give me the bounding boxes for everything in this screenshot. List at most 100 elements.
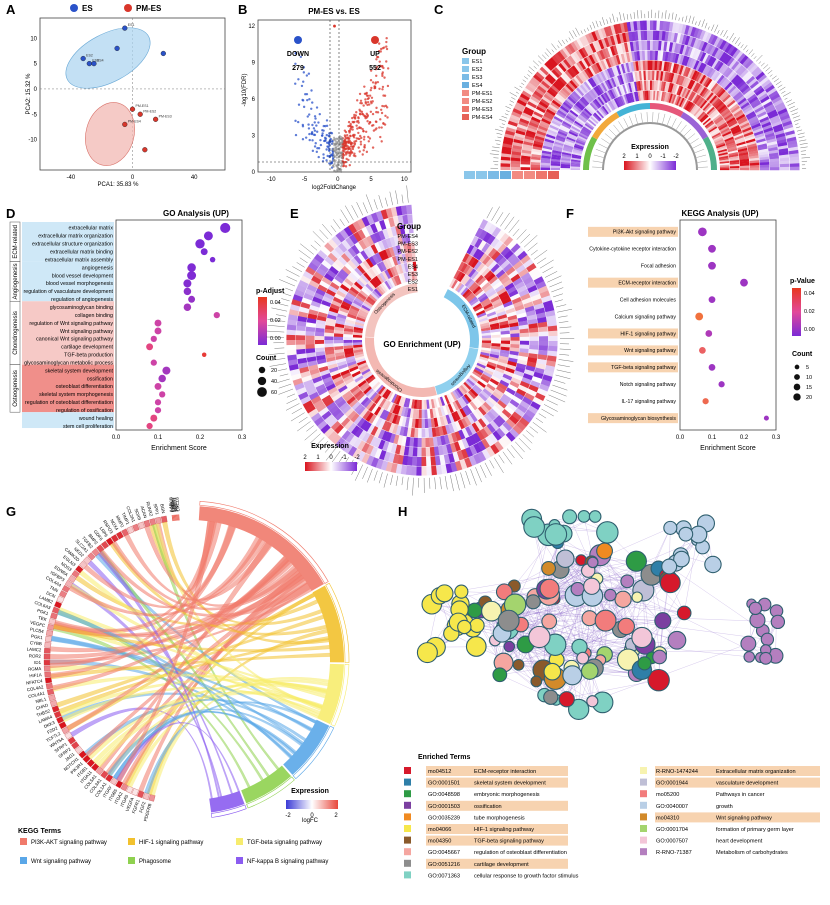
e-heat-cell bbox=[495, 385, 506, 394]
e-heat-cell bbox=[503, 249, 514, 260]
c-heat-cell bbox=[754, 106, 765, 114]
e-heat-cell bbox=[439, 416, 445, 426]
e-heat-cell bbox=[305, 339, 315, 345]
g-gene-box bbox=[44, 671, 52, 678]
f-count-label: 15 bbox=[806, 385, 812, 391]
c-heat-cell bbox=[666, 72, 671, 82]
c-heat-cell bbox=[597, 84, 604, 94]
e-heat-cell bbox=[477, 406, 487, 416]
e-heat-cell bbox=[375, 252, 383, 263]
e-heat-cell bbox=[489, 378, 500, 386]
c-heat-cell bbox=[776, 135, 787, 142]
e-gene-tick bbox=[491, 206, 500, 221]
e-heat-cell bbox=[344, 321, 355, 327]
c-heat-cell bbox=[616, 86, 623, 96]
h-legend-swatch bbox=[640, 778, 647, 786]
g-gene-label: COL2A1 bbox=[125, 505, 136, 523]
c-heat-cell bbox=[555, 64, 565, 75]
c-heat-cell bbox=[583, 124, 593, 132]
e-heat-cell bbox=[313, 292, 324, 300]
c-heat-cell bbox=[683, 99, 690, 110]
e-heat-cell bbox=[450, 391, 458, 401]
e-heat-cell bbox=[359, 262, 369, 272]
volcano-point bbox=[362, 149, 365, 152]
c-dendro-line bbox=[687, 133, 696, 140]
c-heat-cell bbox=[522, 109, 533, 117]
c-heat-cell bbox=[610, 24, 617, 36]
e-heat-cell bbox=[488, 356, 499, 362]
c-heat-cell bbox=[556, 50, 566, 61]
c-heat-cell bbox=[503, 136, 514, 142]
c-gene-tick bbox=[580, 30, 583, 34]
c-gene-tick bbox=[496, 132, 503, 135]
c-heat-cell bbox=[665, 92, 670, 103]
c-heat-cell bbox=[691, 93, 698, 103]
c-heat-cell bbox=[759, 116, 770, 124]
e-heat-cell bbox=[492, 417, 503, 428]
h-legend-id: GO:0051216 bbox=[428, 862, 460, 868]
e-heat-cell bbox=[487, 380, 498, 389]
c-heat-cell bbox=[758, 93, 769, 102]
c-heat-cell bbox=[673, 32, 679, 43]
e-heat-cell bbox=[378, 398, 387, 408]
e-heat-cell bbox=[368, 414, 377, 424]
volcano-point bbox=[311, 123, 314, 127]
c-heat-cell bbox=[734, 137, 745, 143]
e-heat-cell bbox=[491, 334, 501, 339]
c-heat-cell bbox=[701, 116, 710, 125]
e-heat-cell bbox=[478, 392, 488, 402]
e-heat-cell bbox=[481, 449, 491, 460]
e-heat-cell bbox=[343, 297, 353, 306]
e-heat-cell bbox=[537, 321, 548, 328]
c-heat-cell bbox=[685, 67, 691, 78]
c-heat-cell bbox=[723, 96, 733, 105]
f-x-label: Enrichment Score bbox=[700, 445, 756, 452]
h-legend-id: mo04512 bbox=[428, 769, 451, 775]
f-count-label: 10 bbox=[806, 375, 812, 381]
e-heat-cell bbox=[482, 388, 492, 397]
e-gene-tick bbox=[354, 464, 363, 481]
e-heat-cell bbox=[403, 272, 409, 283]
volcano-point bbox=[328, 140, 331, 143]
e-heat-cell bbox=[340, 252, 351, 263]
h-network bbox=[416, 508, 786, 721]
c-heat-cell bbox=[688, 103, 696, 113]
c-heat-cell bbox=[514, 132, 525, 139]
e-heat-cell bbox=[475, 274, 484, 284]
e-heat-cell bbox=[460, 274, 468, 284]
c-heat-cell bbox=[737, 147, 748, 153]
c-heat-cell bbox=[716, 120, 726, 128]
c-gene-tick bbox=[688, 15, 691, 24]
volcano-point bbox=[351, 116, 354, 120]
h-legend-name: tube morphogenesis bbox=[474, 815, 525, 821]
e-heat-cell bbox=[491, 337, 501, 341]
e-heat-cell bbox=[337, 255, 348, 266]
c-gene-tick bbox=[773, 78, 780, 83]
c-heat-cell bbox=[718, 152, 728, 157]
e-heat-cell bbox=[456, 387, 464, 397]
c-heat-cell bbox=[646, 20, 651, 31]
volcano-point bbox=[345, 133, 349, 137]
c-heat-cell bbox=[729, 167, 740, 171]
c-heat-cell bbox=[650, 70, 653, 81]
e-heat-cell bbox=[472, 453, 482, 465]
e-heat-cell bbox=[485, 308, 496, 315]
e-heat-cell bbox=[536, 312, 547, 319]
g-ribbon bbox=[51, 636, 304, 745]
h-edge bbox=[669, 566, 763, 631]
e-heat-cell bbox=[508, 289, 519, 298]
d-category-band bbox=[22, 222, 114, 262]
c-heat-cell bbox=[587, 78, 596, 88]
h-legend-swatch bbox=[640, 836, 647, 844]
volcano-point bbox=[380, 111, 384, 115]
c-dendro-line bbox=[595, 149, 606, 153]
e-heat-cell bbox=[490, 328, 501, 333]
e-heat-cell bbox=[335, 437, 346, 448]
volcano-point-ns bbox=[336, 140, 339, 143]
e-heat-cell bbox=[465, 292, 475, 301]
c-heat-cell bbox=[547, 129, 558, 135]
f-count-dot bbox=[793, 393, 801, 401]
c-heat-cell bbox=[699, 30, 706, 41]
e-heat-cell bbox=[531, 376, 542, 384]
g-kegg-label: Phagosome bbox=[139, 859, 172, 865]
